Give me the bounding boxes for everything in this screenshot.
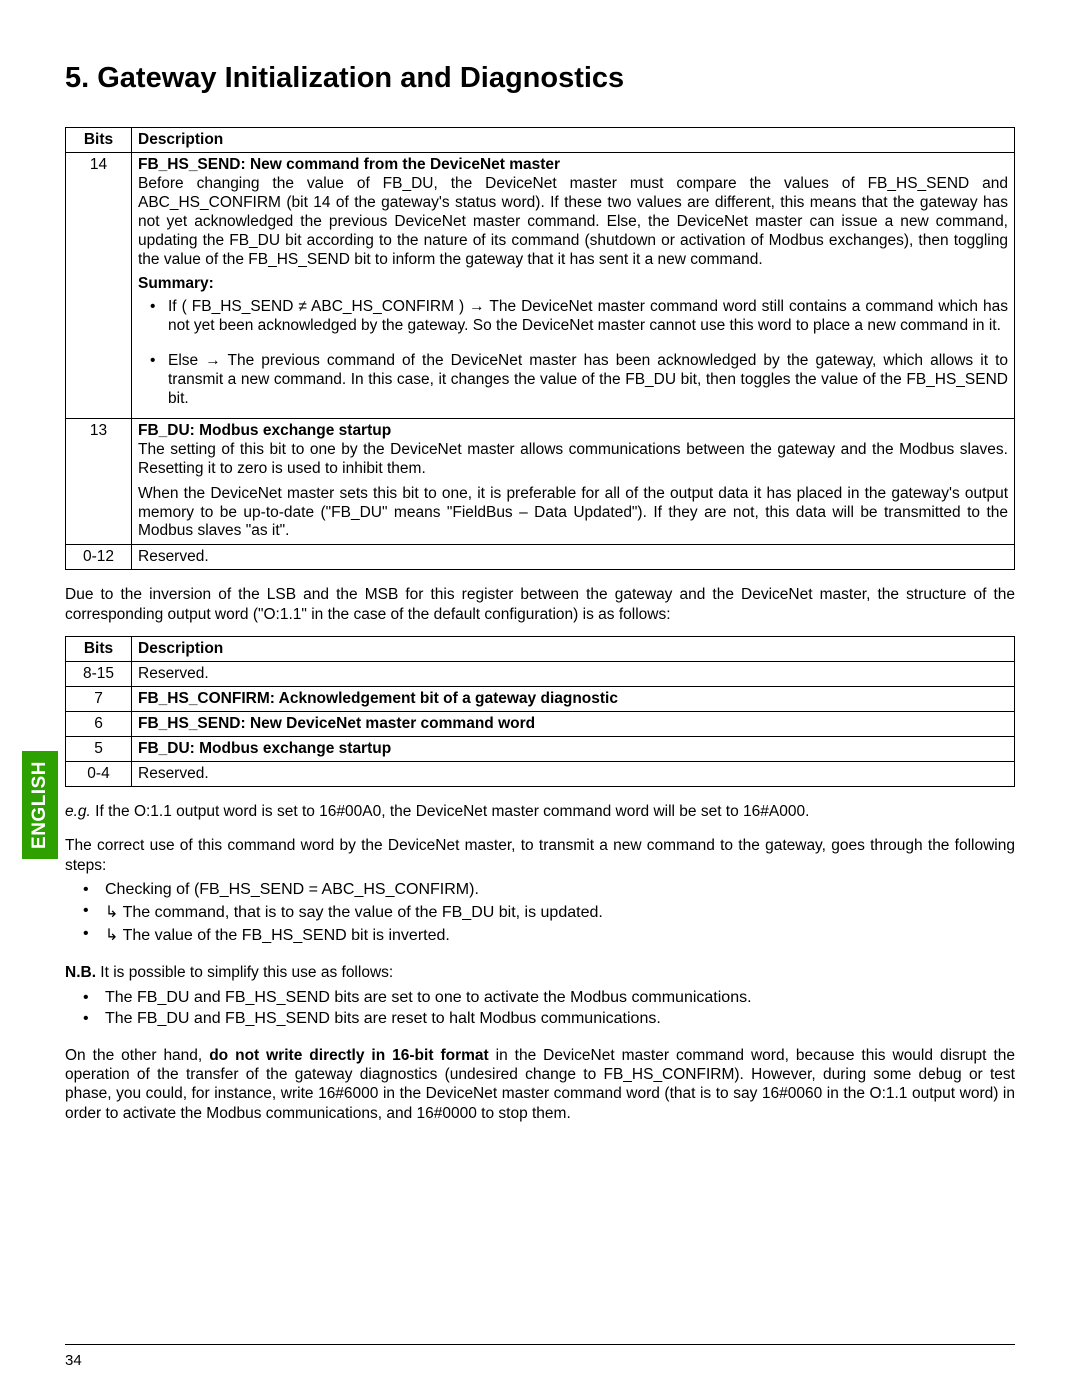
- cell-desc: FB_HS_CONFIRM: Acknowledgement bit of a …: [132, 687, 1015, 712]
- table-row: When the DeviceNet master sets this bit …: [66, 482, 1015, 545]
- text: On the other hand,: [65, 1047, 209, 1064]
- summary-label: Summary:: [138, 275, 1008, 294]
- table-row: 6 FB_HS_SEND: New DeviceNet master comma…: [66, 712, 1015, 737]
- cell-desc: Summary: If ( FB_HS_SEND ≠ ABC_HS_CONFIR…: [132, 272, 1015, 345]
- arrow-icon: →: [205, 352, 221, 369]
- cell-desc: FB_HS_SEND: New DeviceNet master command…: [132, 712, 1015, 737]
- hook-arrow-icon: ↳: [105, 927, 118, 944]
- table-row: 13 FB_DU: Modbus exchange startup The se…: [66, 418, 1015, 481]
- steps-list: Checking of (FB_HS_SEND = ABC_HS_CONFIRM…: [65, 881, 1015, 945]
- eg-prefix: e.g.: [65, 803, 91, 820]
- list-item: ↳ The command, that is to say the value …: [105, 902, 1015, 922]
- list-item: Else → The previous command of the Devic…: [168, 352, 1008, 409]
- cell-desc: Reserved.: [132, 662, 1015, 687]
- nb-list: The FB_DU and FB_HS_SEND bits are set to…: [65, 989, 1015, 1028]
- header-bits: Bits: [66, 637, 132, 662]
- arrow-icon: →: [469, 298, 485, 315]
- table-row: 8-15 Reserved.: [66, 662, 1015, 687]
- paragraph: Due to the inversion of the LSB and the …: [65, 585, 1015, 624]
- cell-bits: 5: [66, 737, 132, 762]
- row-title: FB_DU: Modbus exchange startup: [138, 422, 1008, 441]
- list-item: If ( FB_HS_SEND ≠ ABC_HS_CONFIRM ) → The…: [168, 298, 1008, 336]
- cell-bits: 0-4: [66, 762, 132, 787]
- header-desc: Description: [132, 128, 1015, 153]
- table-row: 14 FB_HS_SEND: New command from the Devi…: [66, 153, 1015, 273]
- table-row: 7 FB_HS_CONFIRM: Acknowledgement bit of …: [66, 687, 1015, 712]
- summary-list: Else → The previous command of the Devic…: [138, 352, 1008, 409]
- cell-bits: 0-12: [66, 545, 132, 570]
- text: The value of the FB_HS_SEND bit is inver…: [118, 927, 449, 944]
- table-header-row: Bits Description: [66, 128, 1015, 153]
- language-tab: ENGLISH: [22, 751, 58, 859]
- text: The previous command of the DeviceNet ma…: [168, 352, 1008, 407]
- cell-desc: Else → The previous command of the Devic…: [132, 345, 1015, 418]
- cell-desc: When the DeviceNet master sets this bit …: [132, 482, 1015, 545]
- nb-paragraph: N.B. It is possible to simplify this use…: [65, 963, 1015, 982]
- nb-body: It is possible to simplify this use as f…: [96, 964, 393, 981]
- cell-desc: Reserved.: [132, 762, 1015, 787]
- example-paragraph: e.g. If the O:1.1 output word is set to …: [65, 802, 1015, 821]
- list-item: The FB_DU and FB_HS_SEND bits are reset …: [105, 1010, 1015, 1028]
- table-row: 0-4 Reserved.: [66, 762, 1015, 787]
- bits-table-1: Bits Description 14 FB_HS_SEND: New comm…: [65, 127, 1015, 570]
- list-item: ↳ The value of the FB_HS_SEND bit is inv…: [105, 925, 1015, 945]
- table-row: Summary: If ( FB_HS_SEND ≠ ABC_HS_CONFIR…: [66, 272, 1015, 345]
- table-row: Else → The previous command of the Devic…: [66, 345, 1015, 418]
- table-row: 0-12 Reserved.: [66, 545, 1015, 570]
- row-body: The setting of this bit to one by the De…: [138, 441, 1008, 479]
- cell-bits: 14: [66, 153, 132, 419]
- list-item: The FB_DU and FB_HS_SEND bits are set to…: [105, 989, 1015, 1007]
- cell-bits: 13: [66, 418, 132, 544]
- header-bits: Bits: [66, 128, 132, 153]
- footer-divider: [65, 1344, 1015, 1345]
- nb-prefix: N.B.: [65, 964, 96, 981]
- paragraph: On the other hand, do not write directly…: [65, 1046, 1015, 1124]
- text: Else: [168, 352, 205, 369]
- summary-list: If ( FB_HS_SEND ≠ ABC_HS_CONFIRM ) → The…: [138, 298, 1008, 336]
- page-heading: 5. Gateway Initialization and Diagnostic…: [65, 62, 1015, 95]
- paragraph: The correct use of this command word by …: [65, 836, 1015, 875]
- text-bold: do not write directly in 16-bit format: [209, 1047, 488, 1064]
- table-row: 5 FB_DU: Modbus exchange startup: [66, 737, 1015, 762]
- cell-desc: Reserved.: [132, 545, 1015, 570]
- language-label: ENGLISH: [29, 761, 51, 849]
- bits-table-2: Bits Description 8-15 Reserved. 7 FB_HS_…: [65, 636, 1015, 787]
- text: If ( FB_HS_SEND ≠ ABC_HS_CONFIRM ): [168, 298, 469, 315]
- cell-desc: FB_DU: Modbus exchange startup The setti…: [132, 418, 1015, 481]
- cell-desc: FB_HS_SEND: New command from the DeviceN…: [132, 153, 1015, 273]
- list-item: Checking of (FB_HS_SEND = ABC_HS_CONFIRM…: [105, 881, 1015, 899]
- header-desc: Description: [132, 637, 1015, 662]
- eg-body: If the O:1.1 output word is set to 16#00…: [91, 803, 810, 820]
- cell-bits: 7: [66, 687, 132, 712]
- page-number: 34: [65, 1352, 82, 1369]
- cell-bits: 8-15: [66, 662, 132, 687]
- cell-bits: 6: [66, 712, 132, 737]
- table-header-row: Bits Description: [66, 637, 1015, 662]
- row-body: Before changing the value of FB_DU, the …: [138, 175, 1008, 270]
- cell-desc: FB_DU: Modbus exchange startup: [132, 737, 1015, 762]
- text: The command, that is to say the value of…: [118, 904, 602, 921]
- hook-arrow-icon: ↳: [105, 904, 118, 921]
- row-title: FB_HS_SEND: New command from the DeviceN…: [138, 156, 1008, 175]
